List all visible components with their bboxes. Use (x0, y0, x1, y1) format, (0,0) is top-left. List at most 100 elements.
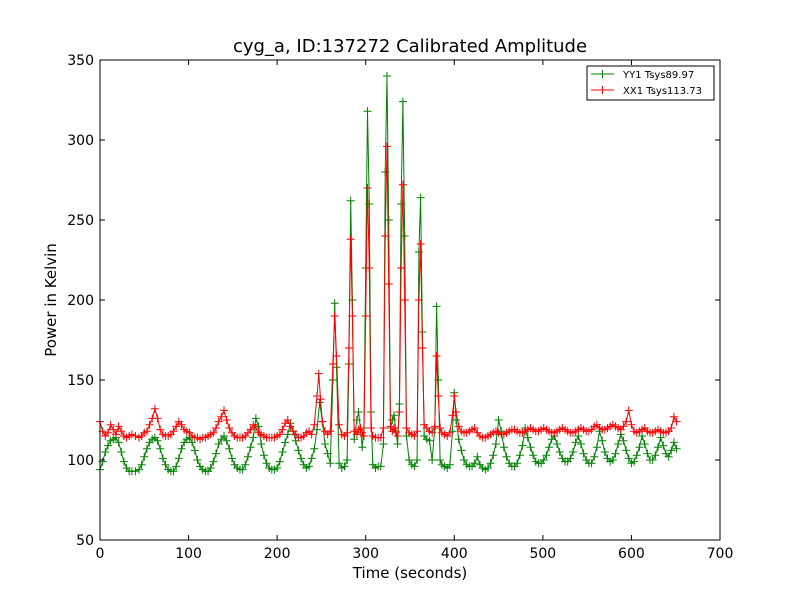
legend-marker (598, 86, 607, 94)
data-point (307, 454, 316, 463)
data-point (361, 312, 370, 320)
data-point (483, 464, 492, 472)
data-point (251, 414, 260, 423)
data-point (177, 444, 186, 453)
data-point (470, 459, 479, 468)
data-point (346, 235, 355, 244)
data-point (648, 456, 657, 464)
data-point (114, 438, 123, 447)
data-point (326, 459, 335, 468)
data-point (672, 444, 681, 453)
data-point (156, 444, 165, 453)
y-tick-label: 100 (67, 453, 94, 469)
data-point (117, 448, 126, 456)
data-point (619, 422, 628, 431)
data-point (630, 457, 639, 466)
data-point (307, 430, 316, 439)
data-point (502, 452, 511, 461)
data-point (381, 168, 390, 176)
data-point (209, 457, 218, 466)
data-point (313, 392, 321, 400)
data-point (390, 411, 399, 420)
data-point (381, 232, 390, 240)
data-point (359, 432, 368, 440)
data-point (640, 440, 649, 448)
data-point (142, 427, 151, 436)
data-point (553, 440, 562, 448)
x-axis-label: Time (seconds) (352, 564, 468, 582)
data-point (172, 422, 181, 431)
x-tick-label: 500 (529, 546, 556, 562)
data-point (384, 280, 393, 288)
y-tick-label: 350 (67, 53, 94, 69)
data-point (486, 459, 495, 468)
data-point (576, 440, 585, 448)
data-point (397, 264, 406, 272)
data-point (109, 425, 118, 434)
data-point (259, 451, 268, 460)
data-point (398, 180, 407, 189)
data-point (416, 193, 425, 202)
data-point (513, 459, 522, 468)
data-point (156, 425, 165, 434)
data-point (214, 440, 223, 448)
data-point (393, 432, 402, 440)
data-point (318, 417, 327, 426)
data-point (470, 424, 479, 432)
data-point (358, 443, 367, 452)
plot-frame (99, 59, 721, 541)
data-point (220, 432, 228, 440)
data-point (335, 420, 344, 429)
y-axis-label: Power in Kelvin (42, 243, 60, 357)
data-point (413, 427, 422, 436)
data-point (454, 422, 463, 431)
data-point (330, 299, 339, 308)
data-point (598, 436, 607, 445)
data-point (103, 428, 112, 437)
data-point (328, 360, 337, 368)
data-point (273, 464, 282, 472)
data-point (379, 424, 388, 432)
data-point (539, 456, 548, 464)
data-point (400, 296, 409, 304)
data-point (294, 446, 303, 455)
y-tick-label: 250 (67, 213, 94, 229)
data-point (209, 428, 218, 437)
legend-label: YY1 Tsys89.97 (622, 70, 694, 81)
data-point (119, 457, 128, 466)
data-point (388, 416, 397, 424)
data-point (614, 440, 623, 448)
data-point (376, 433, 385, 442)
data-point (432, 302, 441, 311)
data-point (251, 424, 260, 432)
series-markers-1 (96, 142, 681, 444)
data-point (310, 444, 319, 453)
data-point (432, 352, 441, 360)
data-point (654, 443, 662, 452)
data-point (416, 240, 425, 248)
data-point (518, 441, 527, 450)
data-point (410, 462, 419, 471)
data-point (332, 352, 341, 360)
data-point (348, 312, 357, 320)
data-point (382, 142, 391, 151)
data-point (111, 430, 120, 439)
data-point (627, 420, 636, 429)
data-point (664, 452, 673, 461)
data-point (358, 428, 367, 437)
data-point (275, 457, 284, 466)
data-point (454, 435, 463, 444)
data-point (161, 460, 170, 469)
data-point (523, 433, 532, 442)
y-tick-label: 200 (67, 293, 94, 309)
data-point (354, 425, 363, 434)
plot-series-layer (96, 72, 681, 476)
data-point (590, 452, 599, 461)
data-point (624, 454, 633, 463)
data-point (177, 420, 186, 429)
data-point (672, 417, 681, 426)
data-point (457, 446, 466, 455)
data-point (172, 462, 181, 471)
data-point (430, 422, 439, 431)
data-point (310, 420, 319, 429)
